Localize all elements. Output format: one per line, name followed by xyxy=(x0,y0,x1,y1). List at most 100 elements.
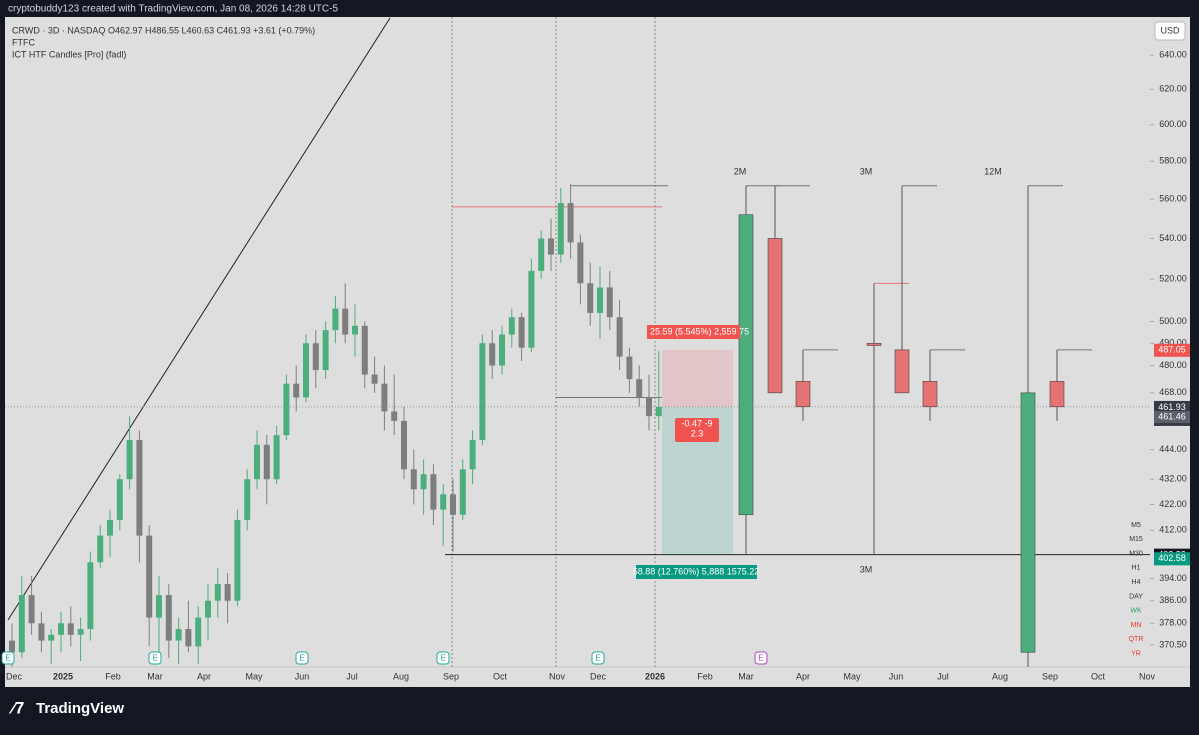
y-tick-label: 520.00 xyxy=(1159,274,1187,284)
earnings-icon xyxy=(148,651,162,665)
trend-line xyxy=(7,17,391,621)
mid-label-bg xyxy=(675,418,719,442)
candle-body xyxy=(577,242,584,284)
candle-body xyxy=(469,439,476,470)
loss-label: 25.59 (5.545%) 2,559 75 xyxy=(650,326,749,336)
x-tick-label: Nov xyxy=(1139,671,1156,681)
y-tick-label: 540.00 xyxy=(1159,233,1187,243)
earnings-icon xyxy=(1,651,15,665)
timeframe-label: WK xyxy=(1130,608,1142,615)
candle-body xyxy=(165,595,172,641)
candle-body xyxy=(479,343,486,440)
candle-body xyxy=(548,238,554,255)
y-tick-label: 490.00 xyxy=(1159,338,1187,348)
mid-label: -0.47 -9 xyxy=(681,418,712,428)
htf-group-label: 3M xyxy=(860,166,873,176)
indicator: FTFC xyxy=(12,37,35,47)
y-tick-label: 412.00 xyxy=(1159,525,1187,535)
candle-body xyxy=(401,420,407,470)
candle-body xyxy=(107,519,113,536)
x-tick-label: Apr xyxy=(197,671,211,681)
candle-body xyxy=(146,535,153,618)
x-tick-label: 2026 xyxy=(645,671,665,681)
candle-body xyxy=(312,343,319,371)
y-tick-label: 378.00 xyxy=(1159,618,1187,628)
y-tick-label: 468.00 xyxy=(1159,387,1187,397)
htf-low-label: 3M xyxy=(860,564,873,574)
candle-body xyxy=(567,203,574,243)
candle-body xyxy=(636,379,643,398)
timeframe-label: DAY xyxy=(1129,593,1143,600)
earnings-icon xyxy=(295,651,309,665)
candle-body xyxy=(508,317,515,335)
x-tick-label: Mar xyxy=(738,671,754,681)
htf-body xyxy=(922,381,938,408)
x-tick-label: Aug xyxy=(992,671,1008,681)
timeframe-label: MN xyxy=(1131,622,1142,629)
candle-body xyxy=(616,317,623,357)
timeframe-label: M30 xyxy=(1129,550,1143,557)
candle-body xyxy=(391,411,398,421)
price-badge xyxy=(1154,343,1190,357)
profit-label-bg xyxy=(636,565,757,579)
x-tick-label: Dec xyxy=(590,671,607,681)
candle-body xyxy=(234,519,241,601)
candle-body xyxy=(361,325,368,375)
candle-body xyxy=(518,317,525,348)
candle-body xyxy=(205,600,211,618)
candle-body xyxy=(626,356,633,380)
x-tick-label: Nov xyxy=(549,671,566,681)
currency[interactable]: USD xyxy=(1160,25,1180,35)
y-tick-label: 580.00 xyxy=(1159,156,1187,166)
prev-close-badge xyxy=(1154,411,1190,424)
earnings-icon xyxy=(754,651,768,665)
y-tick-label: 560.00 xyxy=(1159,194,1187,204)
candle-body xyxy=(58,623,64,635)
x-tick-label: Mar xyxy=(147,671,163,681)
candle-body xyxy=(303,343,309,398)
symbol: CRWD · 3D · NASDAQ xyxy=(12,25,105,35)
logo-mark: ⁄7 xyxy=(8,698,24,717)
earnings-icon xyxy=(436,651,450,665)
candle-body xyxy=(28,595,35,624)
earnings-label: E xyxy=(5,654,10,663)
candle-body xyxy=(224,584,231,601)
x-tick-label: 2025 xyxy=(53,671,73,681)
candle-body xyxy=(254,444,260,480)
chart-area xyxy=(5,17,1190,687)
candle-body xyxy=(126,439,133,480)
candle-body xyxy=(655,406,662,417)
candle-body xyxy=(381,383,388,412)
y-tick-label: 422.00 xyxy=(1159,499,1187,509)
candle-body xyxy=(352,325,358,335)
earnings-icon xyxy=(591,651,605,665)
y-tick-label: 394.00 xyxy=(1159,573,1187,583)
currency-box[interactable] xyxy=(1154,21,1186,41)
candle-body xyxy=(450,494,456,515)
htf-body xyxy=(894,349,910,394)
x-tick-label: Feb xyxy=(105,671,121,681)
timeframe-label: H1 xyxy=(1132,565,1141,572)
candle-body xyxy=(38,623,45,641)
htf-body xyxy=(795,381,811,408)
earnings-label: E xyxy=(440,654,445,663)
candle-body xyxy=(440,494,447,510)
candle-body xyxy=(459,469,466,515)
candle-body xyxy=(185,629,192,647)
ohlc: O462.97 H486.55 L460.63 C461.93 +3.61 (+… xyxy=(108,25,315,35)
htf-group-label: 12M xyxy=(984,166,1002,176)
earnings-label: E xyxy=(299,654,304,663)
candle-body xyxy=(244,479,251,520)
price-badge-label: 461.93 xyxy=(1158,402,1186,412)
candle-body xyxy=(195,617,202,647)
indicator: ICT HTF Candles [Pro] (fadl) xyxy=(12,49,126,59)
y-tick-label: 386.00 xyxy=(1159,595,1187,605)
x-tick-label: Jun xyxy=(295,671,310,681)
x-tick-label: Oct xyxy=(1091,671,1106,681)
x-tick-label: May xyxy=(245,671,263,681)
candle-body xyxy=(646,397,652,417)
x-tick-label: Aug xyxy=(393,671,409,681)
htf-body xyxy=(1020,392,1036,653)
x-tick-label: Dec xyxy=(6,671,23,681)
candle-body xyxy=(283,383,290,436)
